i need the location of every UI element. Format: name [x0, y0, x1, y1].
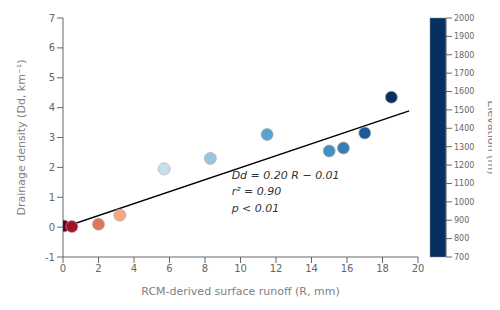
- svg-text:r² = 0.90: r² = 0.90: [232, 185, 282, 198]
- svg-text:0: 0: [60, 263, 66, 274]
- svg-text:2000: 2000: [454, 14, 474, 23]
- svg-text:12: 12: [270, 263, 283, 274]
- svg-text:1300: 1300: [454, 143, 474, 152]
- svg-text:18: 18: [376, 263, 389, 274]
- svg-text:1: 1: [49, 192, 55, 203]
- svg-text:20: 20: [412, 263, 425, 274]
- svg-text:1900: 1900: [454, 32, 474, 41]
- svg-text:-1: -1: [45, 252, 55, 263]
- svg-text:7: 7: [49, 13, 55, 24]
- svg-text:0: 0: [49, 222, 55, 233]
- svg-text:4: 4: [49, 102, 55, 113]
- svg-text:4: 4: [131, 263, 137, 274]
- svg-text:2: 2: [95, 263, 101, 274]
- svg-text:10: 10: [234, 263, 247, 274]
- svg-text:16: 16: [341, 263, 354, 274]
- svg-text:6: 6: [166, 263, 172, 274]
- svg-text:700: 700: [454, 253, 469, 262]
- svg-text:1800: 1800: [454, 51, 474, 60]
- svg-text:6: 6: [49, 42, 55, 53]
- svg-text:1700: 1700: [454, 69, 474, 78]
- svg-text:900: 900: [454, 216, 469, 225]
- svg-text:1500: 1500: [454, 106, 474, 115]
- svg-text:14: 14: [305, 263, 318, 274]
- svg-text:1100: 1100: [454, 179, 474, 188]
- svg-text:3: 3: [49, 132, 55, 143]
- svg-text:Drainage density (Dd, km⁻¹): Drainage density (Dd, km⁻¹): [15, 60, 28, 216]
- svg-text:1400: 1400: [454, 124, 474, 133]
- svg-text:RCM-derived surface runoff (R,: RCM-derived surface runoff (R, mm): [141, 285, 339, 298]
- svg-text:8: 8: [202, 263, 208, 274]
- svg-text:1200: 1200: [454, 161, 474, 170]
- svg-text:Dd = 0.20 R − 0.01: Dd = 0.20 R − 0.01: [232, 169, 340, 182]
- svg-text:1600: 1600: [454, 87, 474, 96]
- svg-text:p < 0.01: p < 0.01: [231, 202, 280, 215]
- svg-text:800: 800: [454, 234, 469, 243]
- svg-text:1000: 1000: [454, 198, 474, 207]
- svg-text:2: 2: [49, 162, 55, 173]
- svg-text:Elevation (m): Elevation (m): [485, 101, 492, 175]
- svg-text:5: 5: [49, 72, 55, 83]
